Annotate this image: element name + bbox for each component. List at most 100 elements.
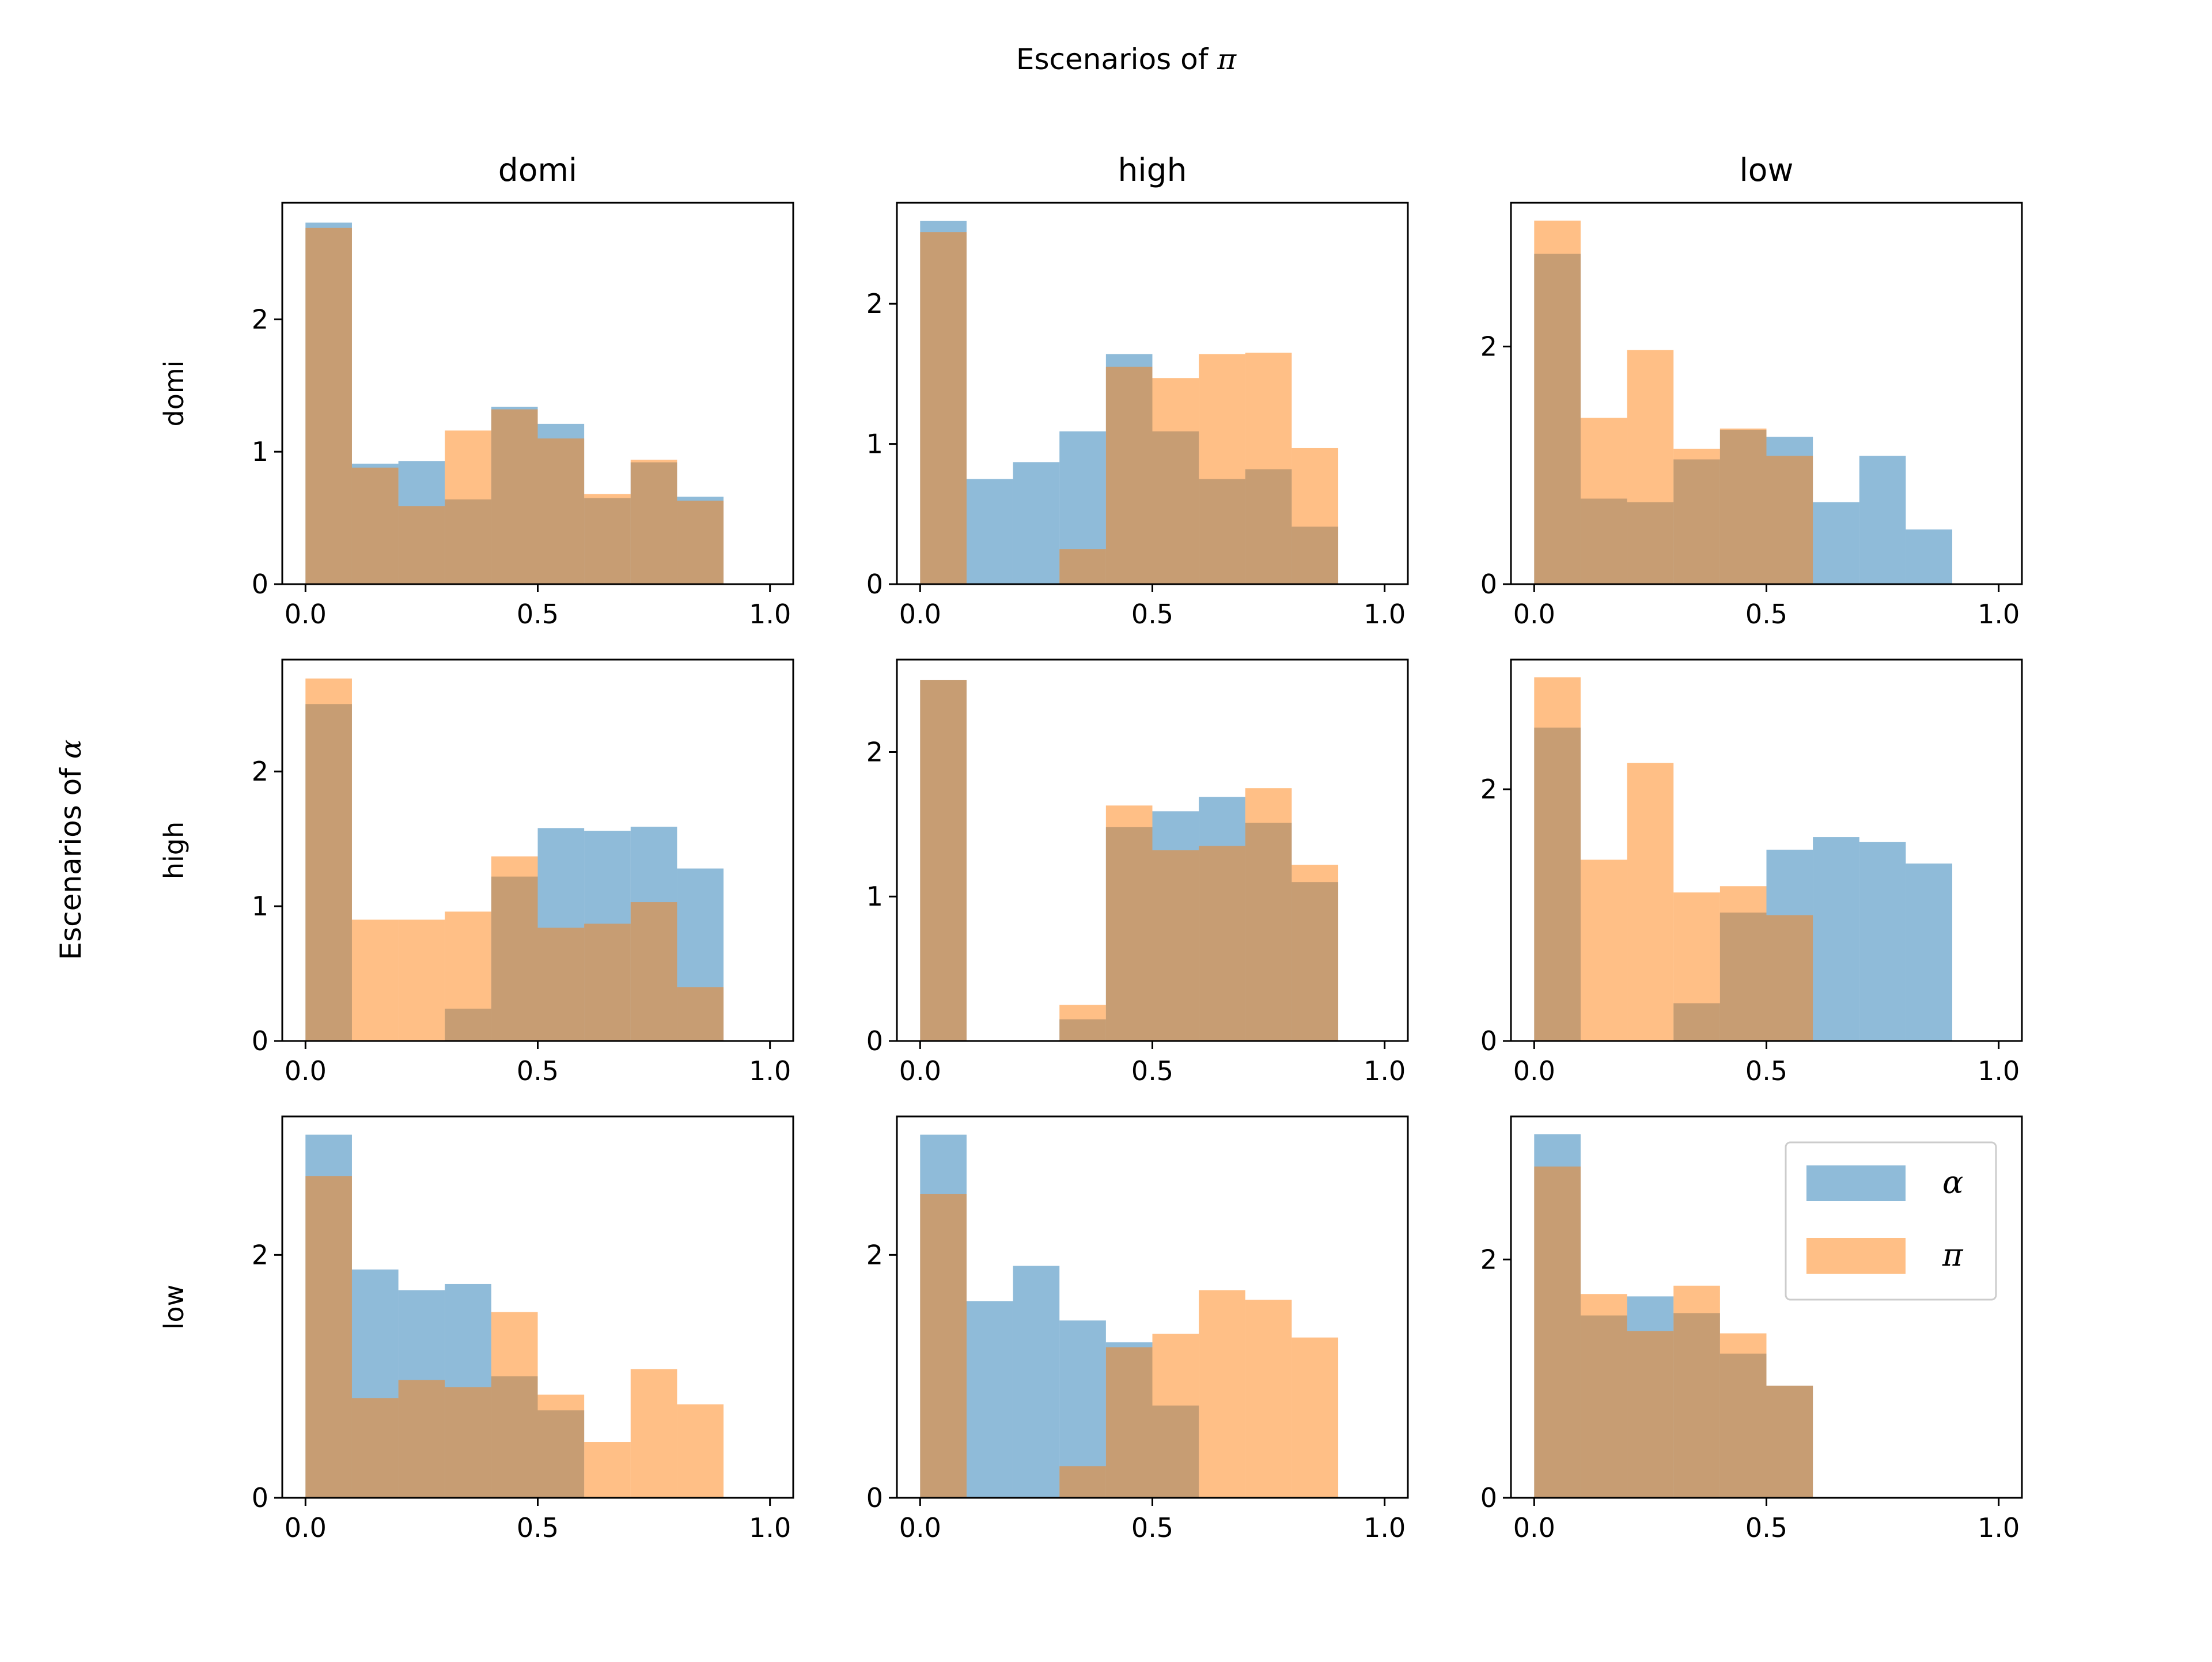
histogram-bar-pi — [1627, 1331, 1674, 1498]
x-tick-label: 0.0 — [1513, 1055, 1555, 1086]
histogram-bar-pi — [1719, 886, 1767, 1041]
histogram-bar-pi — [1673, 448, 1720, 584]
x-tick-label: 0.5 — [1131, 1512, 1173, 1543]
x-tick-label: 0.0 — [285, 599, 327, 630]
histogram-bar-pi — [491, 409, 538, 584]
histogram-bar-alpha — [1813, 502, 1859, 584]
histogram-bar-pi — [1719, 428, 1767, 584]
histogram-bar-pi — [1766, 915, 1813, 1041]
histogram-bar-alpha — [1906, 863, 1953, 1041]
histogram-bar-pi — [1199, 354, 1245, 584]
histogram-bar-pi — [1152, 1334, 1199, 1498]
x-tick-label: 0.0 — [1513, 1512, 1555, 1543]
histogram-bar-pi — [1719, 1333, 1767, 1498]
histogram-bar-alpha — [966, 1301, 1013, 1498]
histogram-bar-pi — [1534, 1166, 1581, 1498]
histogram-bar-pi — [630, 1369, 677, 1498]
histogram-bar-pi — [1152, 850, 1199, 1041]
subplot-domi-alpha-domi-pi: 0.0 0.5 1.0 0 1 2 domi domi — [158, 152, 794, 630]
y-tick-label: 2 — [1480, 774, 1497, 805]
x-tick-label: 0.5 — [1131, 1055, 1173, 1086]
column-title-high: high — [1118, 152, 1187, 188]
histogram-bar-pi — [1534, 220, 1581, 584]
histogram-bar-pi — [1059, 1466, 1106, 1498]
histogram-bar-alpha — [1813, 837, 1859, 1041]
histogram-bar-pi — [1580, 418, 1627, 584]
histogram-bar-pi — [1673, 892, 1720, 1041]
histogram-bar-pi — [677, 1404, 724, 1498]
x-tick-label: 1.0 — [1978, 599, 2020, 630]
histogram-bar-pi — [445, 430, 491, 584]
histogram-bar-pi — [584, 494, 631, 584]
histogram-bar-pi — [1105, 805, 1153, 1041]
x-tick-label: 1.0 — [1363, 1512, 1406, 1543]
x-tick-label: 0.0 — [899, 1512, 941, 1543]
x-tick-label: 0.5 — [1131, 599, 1173, 630]
y-tick-label: 0 — [1480, 1482, 1497, 1513]
histogram-bar-pi — [1245, 353, 1292, 584]
histogram-bar-pi — [584, 1442, 631, 1498]
figure-ylabel: Escenarios of α — [54, 739, 88, 960]
histogram-bar-pi — [305, 228, 352, 585]
x-tick-label: 1.0 — [1363, 599, 1406, 630]
row-label-high: high — [158, 821, 190, 879]
histogram-bar-pi — [537, 438, 585, 584]
subplot-domi-alpha-low-pi: 0.0 0.5 1.0 0 2 low — [1480, 152, 2023, 630]
y-tick-label: 0 — [866, 1025, 883, 1057]
subplot-high-alpha-domi-pi: 0.0 0.5 1.0 0 1 2 high — [158, 658, 794, 1086]
ylabel-text: Escenarios of — [54, 759, 88, 960]
ylabel-alpha-symbol: α — [54, 739, 88, 759]
histogram-bar-pi — [1152, 378, 1199, 584]
x-tick-label: 1.0 — [749, 599, 791, 630]
histogram-bar-pi — [1291, 865, 1339, 1041]
subplot-domi-alpha-high-pi: 0.0 0.5 1.0 0 1 2 high — [866, 152, 1409, 630]
histogram-bar-pi — [630, 459, 677, 584]
histogram-bar-alpha — [1859, 456, 1906, 584]
y-tick-label: 0 — [252, 569, 268, 600]
y-tick-label: 0 — [866, 569, 883, 600]
histogram-bar-pi — [677, 987, 724, 1041]
x-tick-label: 0.5 — [517, 1512, 559, 1543]
histogram-bar-pi — [537, 1394, 585, 1498]
histogram-bar-pi — [677, 501, 724, 584]
x-tick-label: 0.5 — [1745, 599, 1787, 630]
y-tick-label: 2 — [866, 288, 883, 319]
subplot-low-alpha-low-pi: 0.0 0.5 1.0 0 2 απ — [1480, 1115, 2023, 1543]
y-tick-label: 2 — [1480, 1244, 1497, 1275]
histogram-bar-pi — [920, 1194, 967, 1498]
y-tick-label: 1 — [252, 891, 268, 922]
y-tick-label: 2 — [1480, 331, 1497, 362]
y-tick-label: 0 — [1480, 1025, 1497, 1057]
histogram-bar-pi — [305, 678, 352, 1041]
histogram-bar-pi — [584, 923, 631, 1041]
histogram-bar-pi — [920, 232, 967, 584]
histogram-bar-pi — [920, 680, 967, 1041]
x-tick-label: 0.0 — [285, 1512, 327, 1543]
x-tick-label: 0.5 — [517, 599, 559, 630]
x-tick-label: 0.5 — [517, 1055, 559, 1086]
histogram-bar-pi — [1199, 846, 1245, 1041]
x-tick-label: 0.5 — [1745, 1512, 1787, 1543]
y-tick-label: 1 — [866, 429, 883, 460]
histogram-bar-pi — [1673, 1285, 1720, 1498]
x-tick-label: 0.0 — [285, 1055, 327, 1086]
row-label-low: low — [158, 1285, 190, 1330]
suptitle-text: Escenarios of — [1016, 43, 1217, 76]
histogram-bar-pi — [1534, 677, 1581, 1041]
subplot-low-alpha-high-pi: 0.0 0.5 1.0 0 2 — [866, 1115, 1409, 1543]
histogram-bar-pi — [1105, 1347, 1153, 1498]
histogram-bar-pi — [305, 1176, 352, 1498]
histogram-bar-pi — [1580, 860, 1627, 1041]
legend-label-pi: π — [1942, 1237, 1964, 1273]
y-tick-label: 2 — [252, 304, 268, 335]
x-tick-label: 1.0 — [1978, 1512, 2020, 1543]
subplot-high-alpha-low-pi: 0.0 0.5 1.0 0 2 — [1480, 658, 2023, 1086]
histogram-bar-alpha — [1906, 529, 1953, 584]
x-tick-label: 1.0 — [1363, 1055, 1406, 1086]
x-tick-label: 0.0 — [1513, 599, 1555, 630]
histogram-bar-pi — [1199, 1290, 1245, 1498]
column-title-domi: domi — [498, 152, 577, 188]
histogram-bar-pi — [491, 1312, 538, 1498]
y-tick-label: 2 — [866, 1239, 883, 1270]
